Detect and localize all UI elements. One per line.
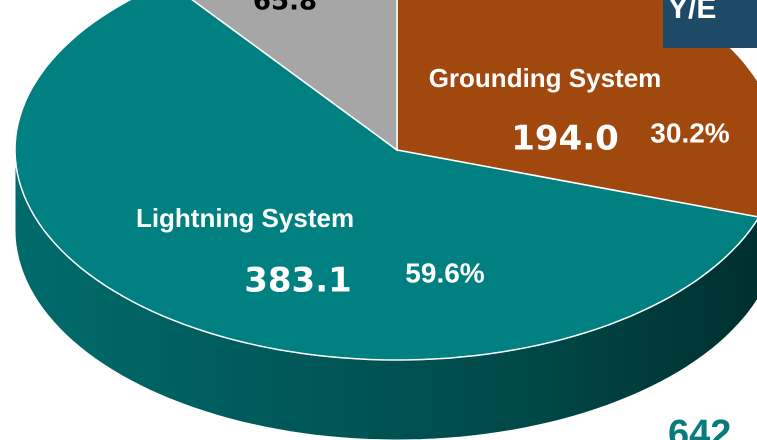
slice-name: Lightning System: [136, 203, 354, 233]
pie-tops: [14, 0, 757, 361]
value-label: 383.1: [244, 261, 352, 301]
badge-box: [663, 0, 757, 48]
value-label: 65.8: [253, 0, 317, 17]
percent-label: 30.2%: [650, 117, 729, 148]
slice-name: Grounding System: [429, 63, 662, 93]
total-label: 642: [668, 413, 731, 440]
badge-text: Y/E: [668, 0, 716, 25]
pie-slice: [14, 0, 757, 361]
percent-label: 59.6%: [405, 257, 484, 288]
pie-labels: Grounding System 194.0 30.2% Lightning Syst…: [136, 0, 730, 301]
value-label: 194.0: [511, 119, 619, 159]
pie-slice: [191, 0, 398, 152]
